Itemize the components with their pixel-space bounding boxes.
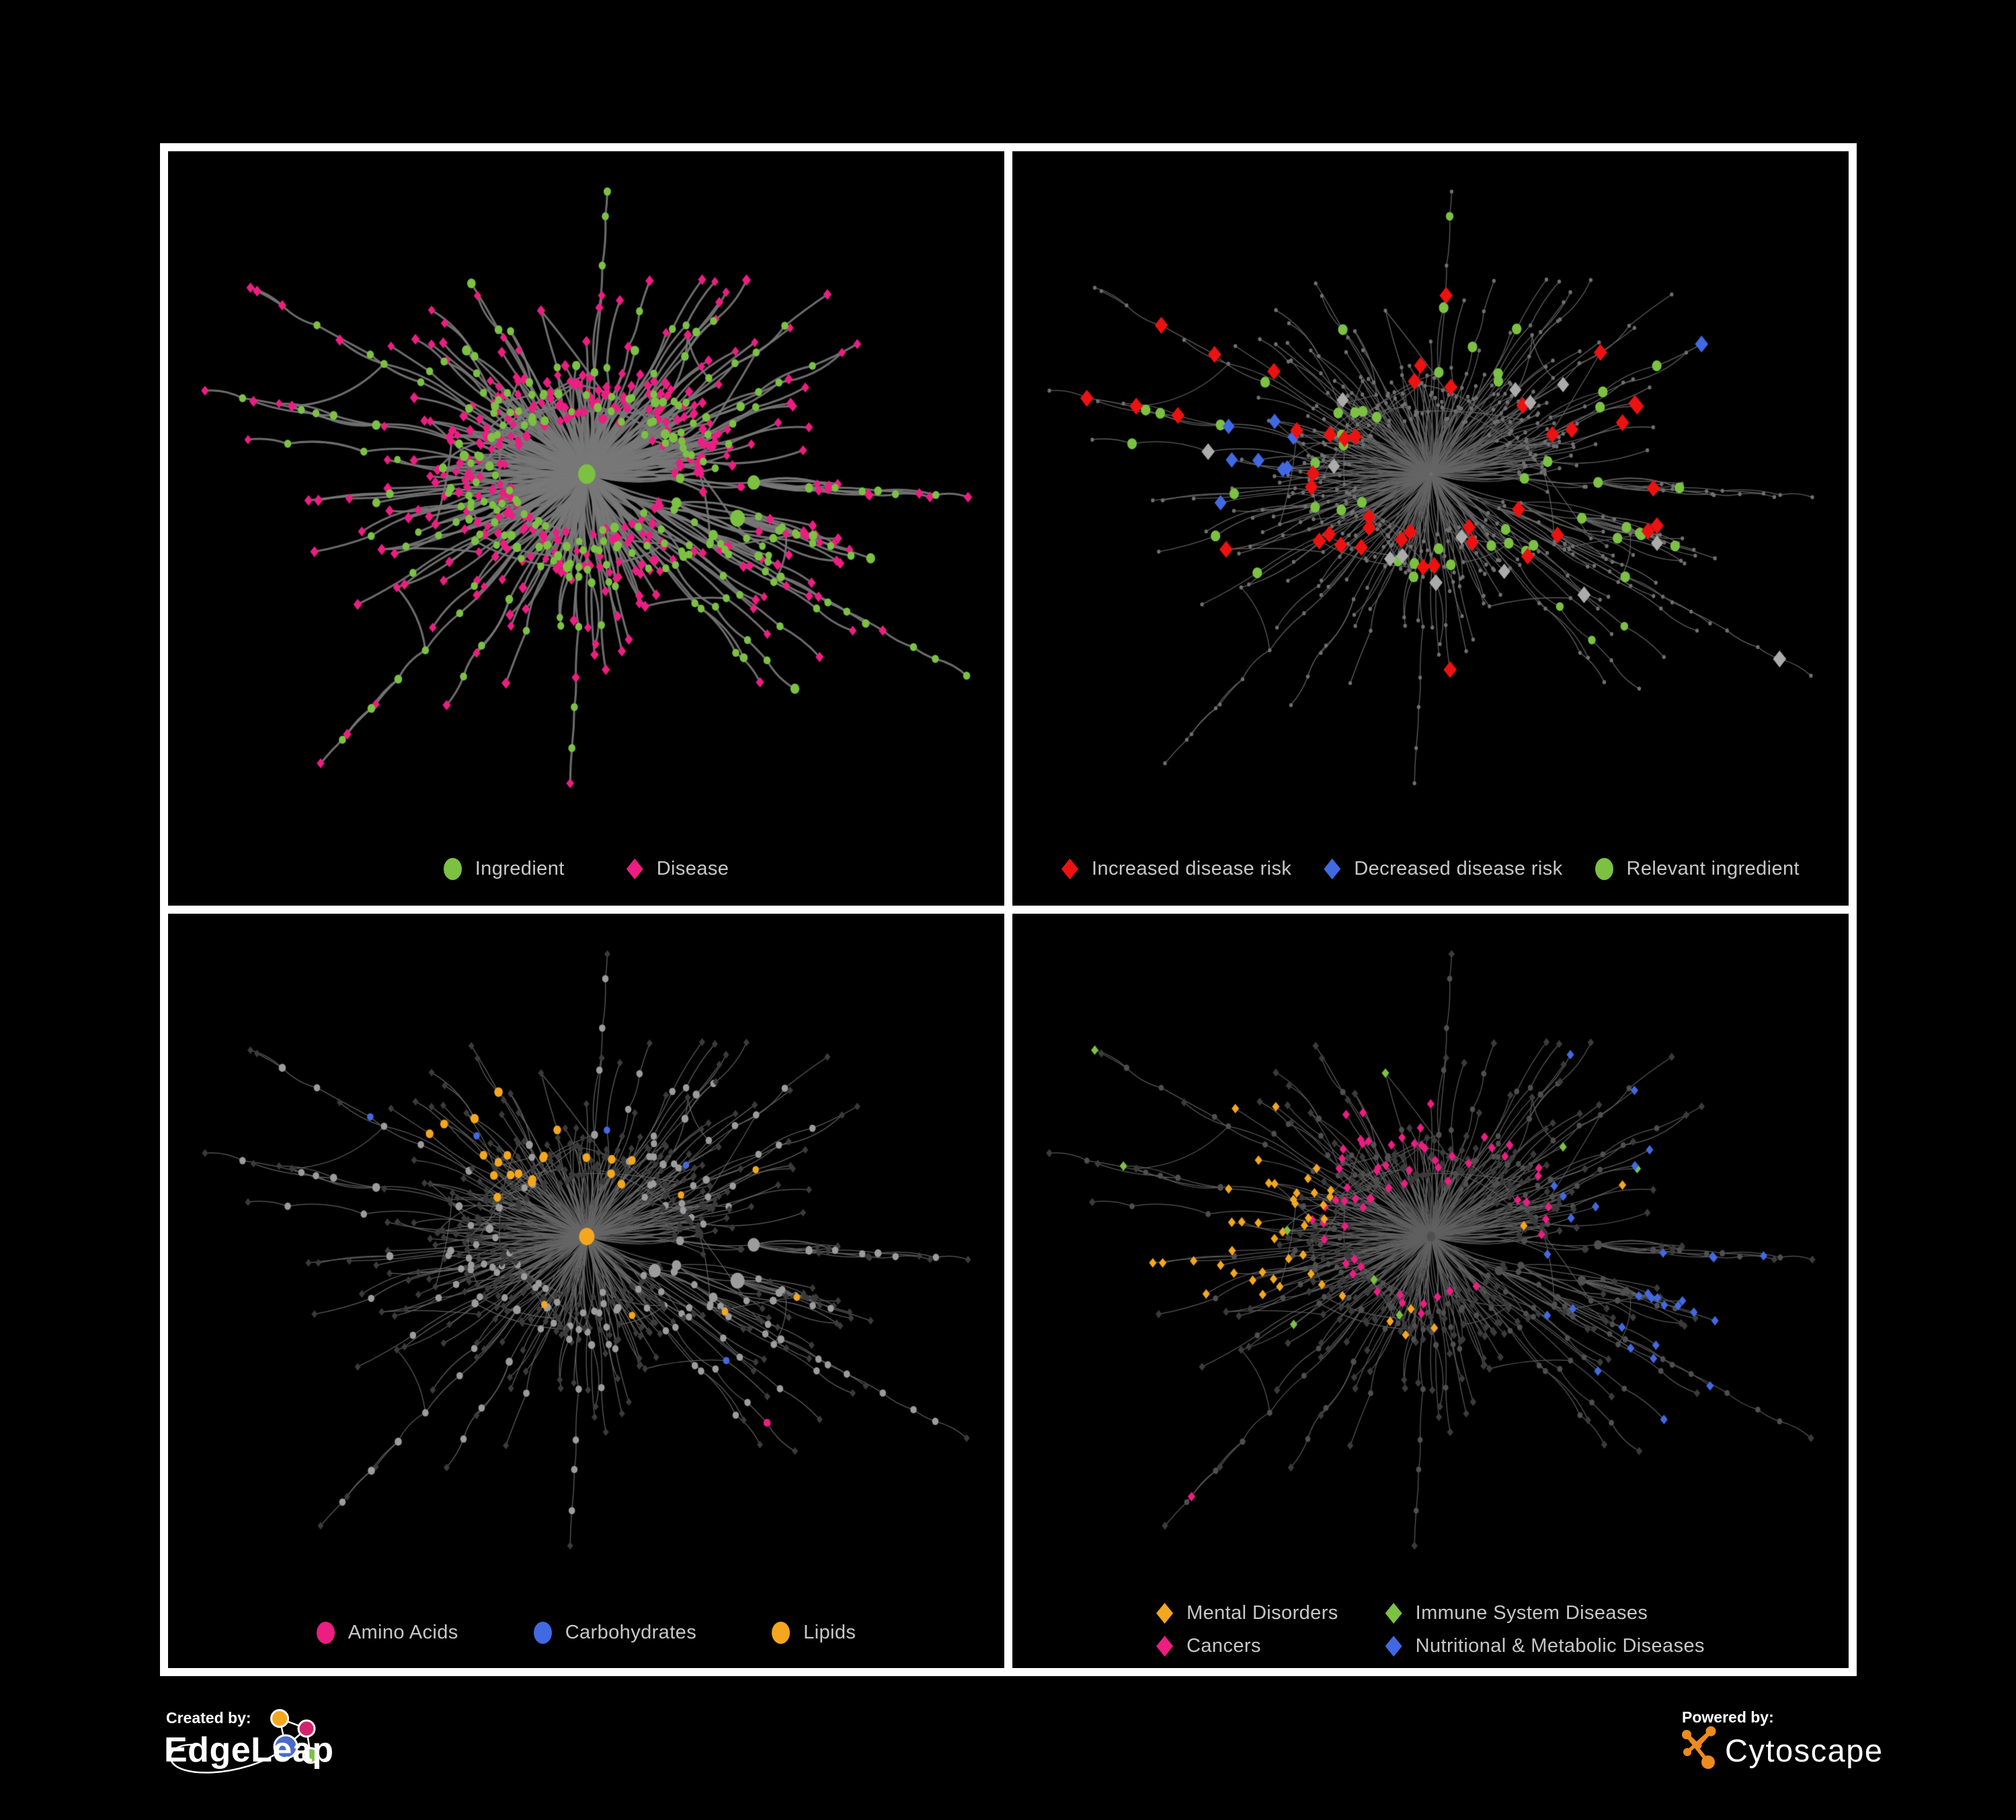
- panel-macronutrients: Amino Acids Carbohydrates Lipids: [168, 914, 1004, 1668]
- legend-item: Nutritional & Metabolic Diseases: [1385, 1635, 1705, 1657]
- diamond-marker: [1385, 1603, 1402, 1624]
- diamond-marker: [1061, 859, 1078, 879]
- legend-item: Increased disease risk: [1061, 858, 1291, 880]
- network-graph-macronutrients: [168, 914, 1004, 1668]
- circle-marker: [533, 1622, 552, 1644]
- legend-item: Carbohydrates: [533, 1622, 697, 1644]
- diamond-marker: [1385, 1636, 1402, 1657]
- legend-item: Decreased disease risk: [1324, 858, 1562, 880]
- edgeleap-node-blue: [273, 1734, 298, 1759]
- circle-marker: [772, 1622, 791, 1644]
- legend-label: Ingredient: [475, 858, 565, 879]
- diamond-marker: [1324, 859, 1341, 879]
- created-by-label: Created by:: [166, 1709, 251, 1727]
- circle-marker: [316, 1622, 335, 1644]
- edgeleap-wordmark: EdgeLeap: [164, 1731, 334, 1770]
- diamond-marker: [1156, 1603, 1174, 1624]
- legend-label: Amino Acids: [348, 1622, 458, 1643]
- legend-macronutrients: Amino Acids Carbohydrates Lipids: [168, 1622, 1004, 1644]
- legend-item: Ingredient: [443, 858, 565, 880]
- legend-label: Increased disease risk: [1091, 858, 1292, 879]
- diamond-marker: [626, 859, 643, 879]
- edgeleap-node-orange: [270, 1709, 289, 1728]
- legend-disease-risk: Increased disease risk Decreased disease …: [1012, 858, 1849, 880]
- network-graph-ingredient-disease: [168, 151, 1004, 906]
- legend-label: Relevant ingredient: [1626, 858, 1800, 879]
- powered-by-label: Powered by:: [1682, 1708, 1774, 1726]
- legend-disease-classes: Mental Disorders Immune System Diseases Ca…: [1012, 1602, 1849, 1657]
- legend-item: Immune System Diseases: [1385, 1602, 1705, 1624]
- diamond-marker: [1156, 1636, 1174, 1657]
- edgeleap-node-green: [302, 1747, 319, 1764]
- legend-label: Cancers: [1186, 1635, 1261, 1657]
- legend-label: Disease: [656, 858, 729, 879]
- network-graph-disease-classes: [1012, 914, 1849, 1668]
- legend-label: Decreased disease risk: [1354, 858, 1563, 879]
- panel-disease-risk: Increased disease risk Decreased disease …: [1012, 151, 1849, 906]
- legend-item: Mental Disorders: [1156, 1602, 1338, 1624]
- legend-item: Relevant ingredient: [1595, 858, 1800, 880]
- legend-item: Cancers: [1156, 1635, 1338, 1657]
- panel-disease-classes: Mental Disorders Immune System Diseases Ca…: [1012, 914, 1849, 1668]
- panels-grid: Ingredient Disease Increased disease risk…: [160, 143, 1857, 1676]
- circle-marker: [443, 858, 462, 880]
- network-graph-disease-risk: [1012, 151, 1849, 906]
- cytoscape-wordmark: Cytoscape: [1725, 1733, 1881, 1768]
- cytoscape-logo: Powered by: Cytoscape: [1679, 1708, 1882, 1798]
- legend-ingredient-disease: Ingredient Disease: [168, 858, 1004, 880]
- cytoscape-logo-graphic: Powered by: Cytoscape: [1682, 1708, 1882, 1769]
- legend-label: Immune System Diseases: [1415, 1602, 1648, 1624]
- legend-item: Lipids: [772, 1622, 856, 1644]
- legend-label: Mental Disorders: [1186, 1602, 1338, 1624]
- legend-label: Nutritional & Metabolic Diseases: [1415, 1635, 1705, 1657]
- legend-label: Lipids: [803, 1622, 856, 1643]
- edgeleap-logo-graphic: Created by: EdgeLeap: [164, 1709, 334, 1774]
- legend-item: Amino Acids: [316, 1622, 458, 1644]
- edgeleap-swoosh: [169, 1743, 282, 1774]
- edgeleap-node-pink: [297, 1719, 316, 1738]
- legend-label: Carbohydrates: [565, 1622, 697, 1643]
- legend-item: Disease: [626, 858, 729, 880]
- panel-ingredient-disease: Ingredient Disease: [168, 151, 1004, 906]
- edgeleap-logo: Created by: EdgeLeap: [161, 1708, 450, 1820]
- circle-marker: [1595, 858, 1613, 880]
